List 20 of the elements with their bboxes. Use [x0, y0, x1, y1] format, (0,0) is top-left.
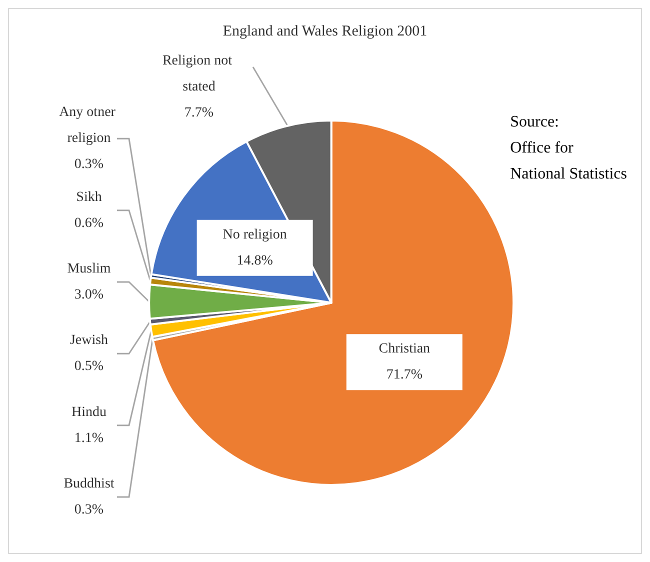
data-label: 1.1% — [74, 430, 104, 446]
data-label: 14.8% — [236, 253, 274, 268]
data-label: 7.7% — [184, 106, 214, 120]
slice-label: Jewish — [70, 333, 108, 348]
chart-title: England and Wales Religion 2001 — [222, 24, 428, 40]
slice-label: Buddhist — [64, 476, 114, 492]
data-label: 0.3% — [74, 157, 104, 172]
data-label: 0.3% — [74, 502, 104, 518]
slice-label: Muslim — [67, 262, 111, 276]
source-note: Source: Office for National Statistics — [510, 114, 627, 182]
data-label: 0.6% — [74, 216, 104, 231]
slice-label: Sikh — [76, 190, 102, 205]
data-label: 0.5% — [74, 359, 104, 374]
slice-label: Hindu — [72, 404, 106, 420]
slice-label: Religion not stated — [162, 54, 236, 94]
slice-label: Any otner religion — [59, 105, 119, 146]
data-label: 71.7% — [386, 368, 423, 383]
data-label: 3.0% — [74, 288, 104, 302]
slice-label: Christian — [378, 342, 430, 357]
slice-label: No religion — [222, 227, 287, 242]
